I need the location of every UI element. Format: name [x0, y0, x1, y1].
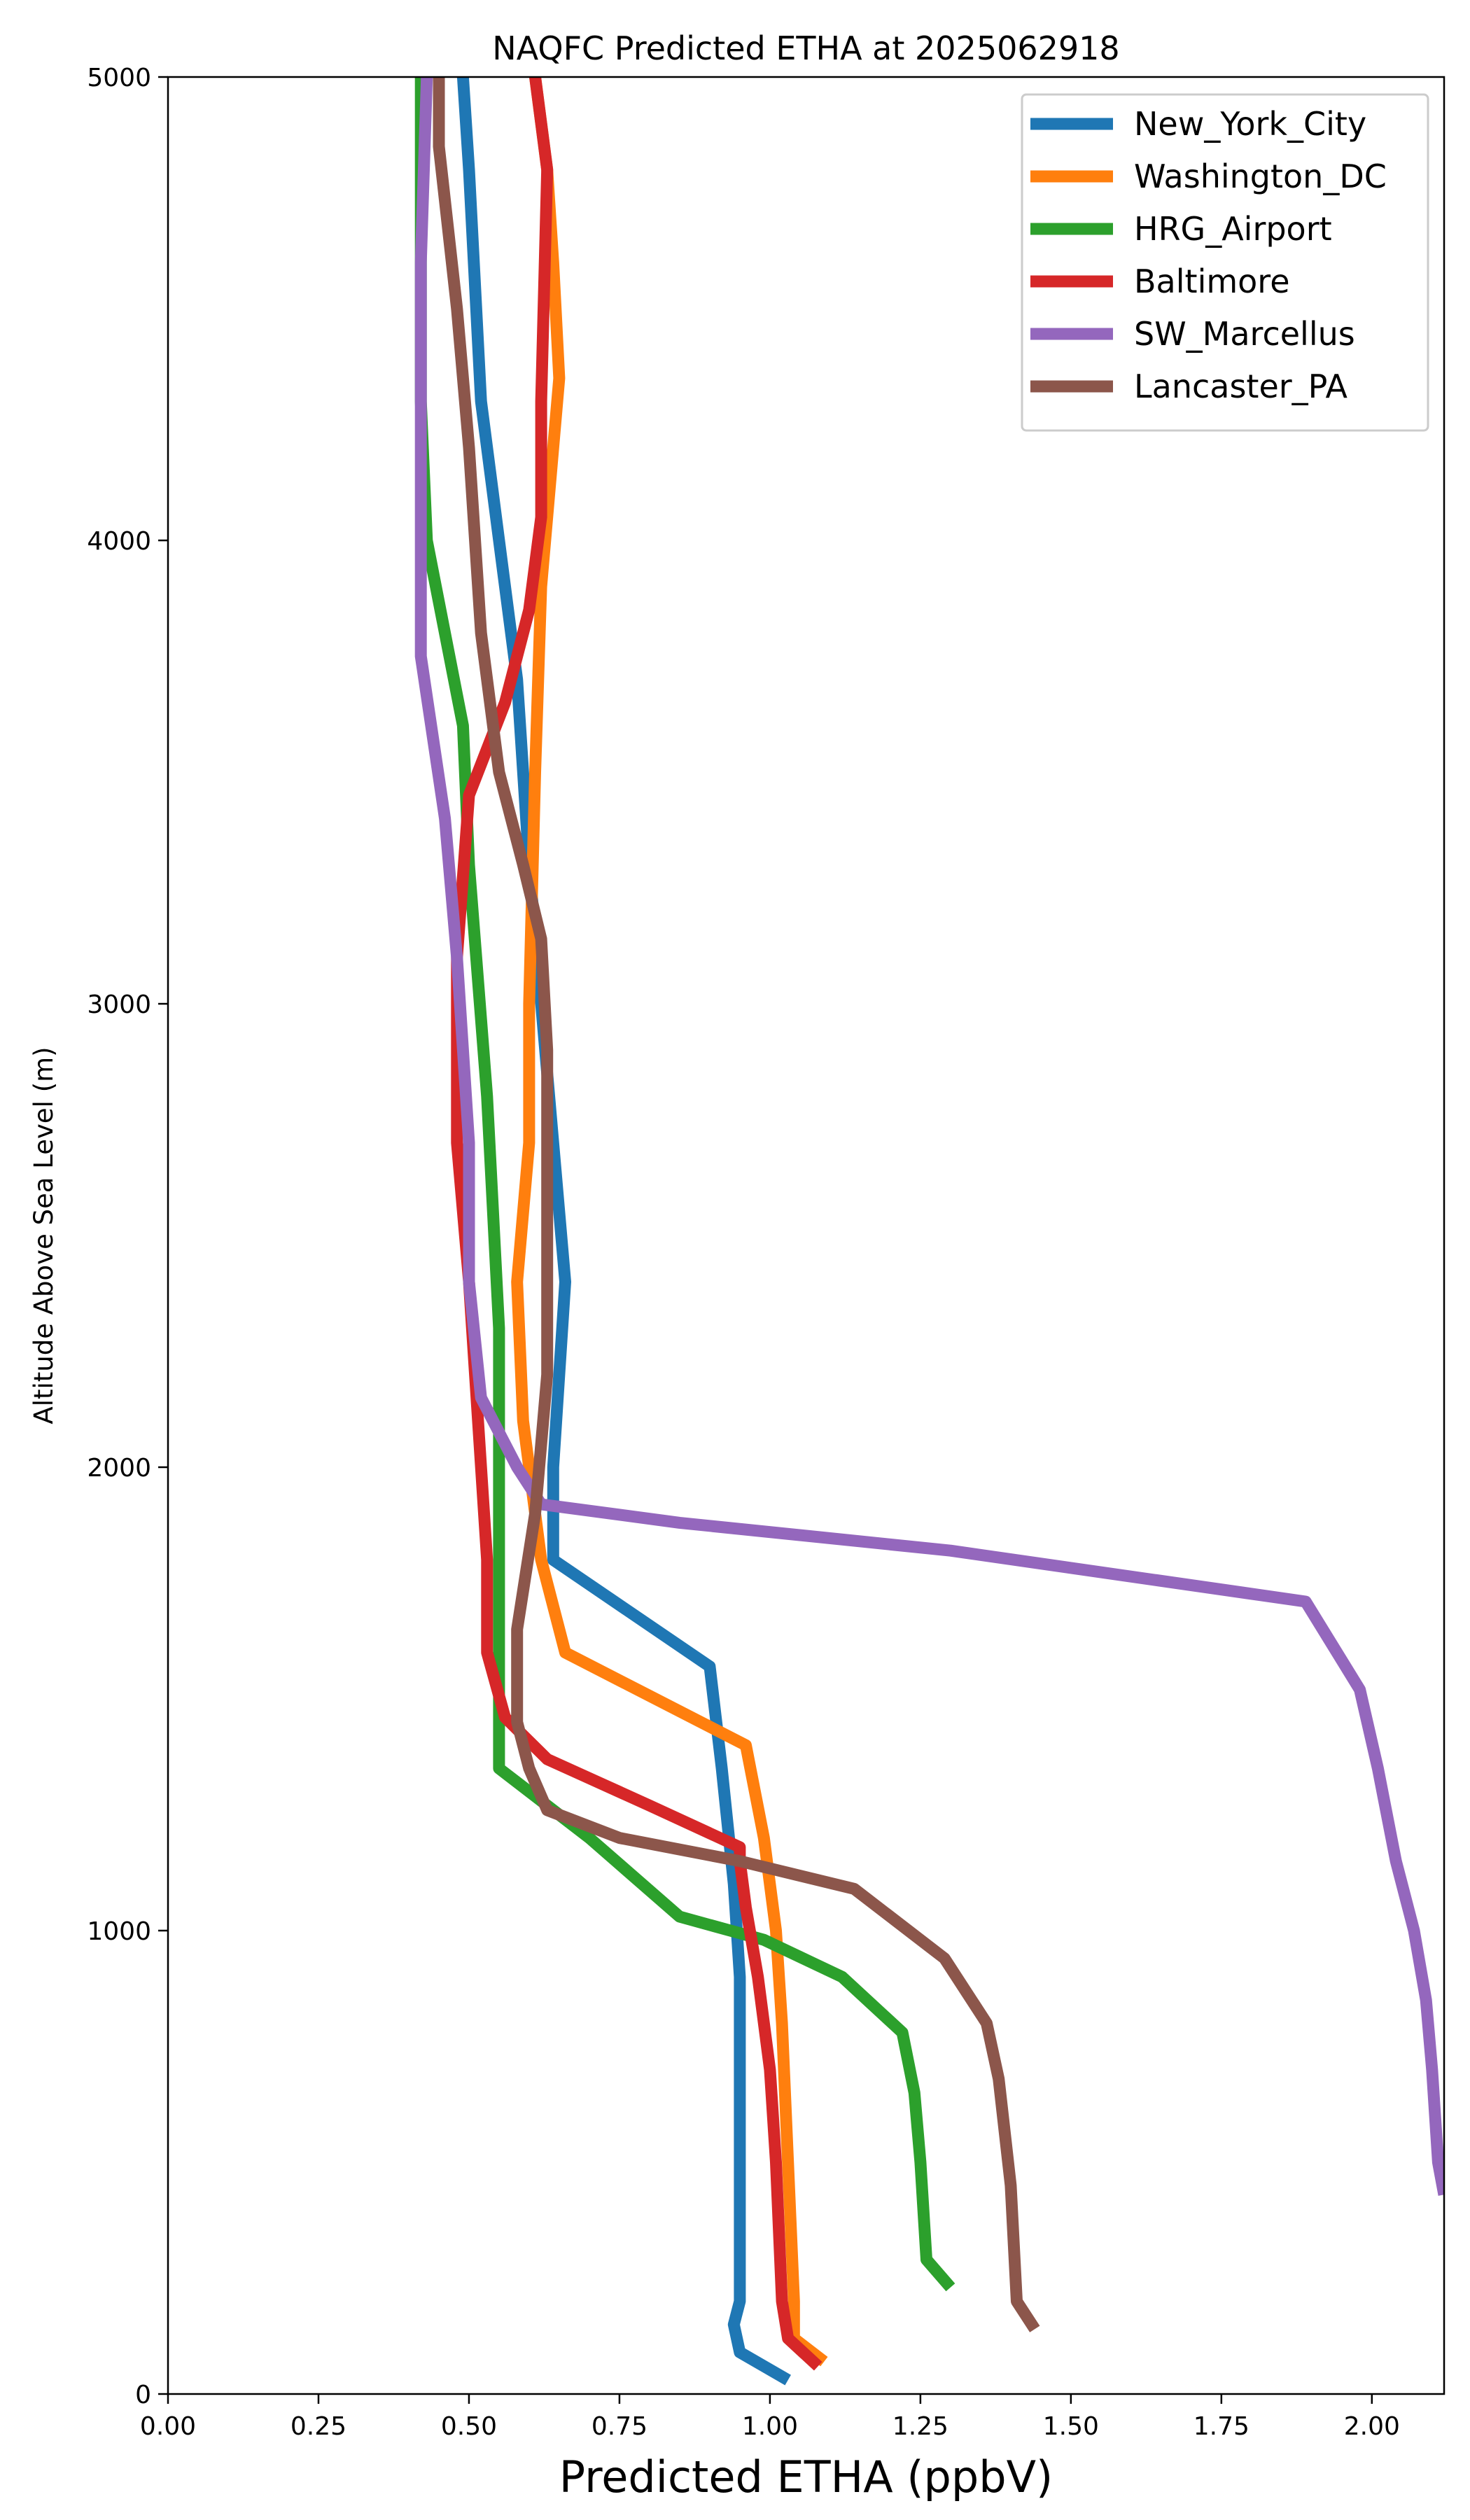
series-layer	[414, 77, 1444, 2386]
y-axis: 0 1000 2000 3000 4000 5000	[87, 64, 168, 2409]
x-axis: 0.00 0.25 0.50 0.75 1.00 1.25 1.50 1.75 2.00	[140, 2394, 1400, 2441]
series-line-baltimore	[451, 77, 822, 2371]
x-tick-label: 2.00	[1344, 2412, 1400, 2441]
x-tick-label: 0.25	[290, 2412, 346, 2441]
x-tick-label: 0.50	[441, 2412, 497, 2441]
legend-label: Lancaster_PA	[1134, 368, 1348, 405]
series-line-sw-marcellus	[414, 77, 1444, 2196]
x-tick-label: 0.75	[592, 2412, 648, 2441]
x-tick-label: 1.50	[1043, 2412, 1099, 2441]
x-tick-label: 1.75	[1194, 2412, 1250, 2441]
legend: New_York_City Washington_DC HRG_Airport Bal…	[1021, 93, 1429, 432]
y-tick-label: 2000	[87, 1454, 151, 1483]
legend-label: Washington_DC	[1134, 158, 1387, 195]
series-line-new-york-city	[456, 77, 791, 2386]
x-tick-label: 1.00	[742, 2412, 798, 2441]
legend-box	[1021, 93, 1429, 432]
x-tick-label: 0.00	[140, 2412, 196, 2441]
y-tick-label: 3000	[87, 990, 151, 1019]
x-axis-label: Predicted ETHA (ppbV)	[559, 2451, 1053, 2502]
y-tick-label: 4000	[87, 527, 151, 556]
series-line-lancaster-pa	[433, 77, 1040, 2332]
legend-label: SW_Marcellus	[1134, 315, 1355, 353]
legend-label: HRG_Airport	[1134, 210, 1332, 248]
legend-label: New_York_City	[1134, 105, 1366, 143]
legend-label: Baltimore	[1134, 262, 1290, 300]
chart-title: NAQFC Predicted ETHA at 2025062918	[492, 29, 1119, 67]
x-tick-label: 1.25	[892, 2412, 948, 2441]
y-tick-label: 5000	[87, 64, 151, 92]
y-tick-label: 0	[135, 2381, 151, 2409]
y-axis-label: Altitude Above Sea Level (m)	[29, 1046, 59, 1424]
y-tick-label: 1000	[87, 1917, 151, 1946]
plot-frame	[167, 76, 1446, 2395]
